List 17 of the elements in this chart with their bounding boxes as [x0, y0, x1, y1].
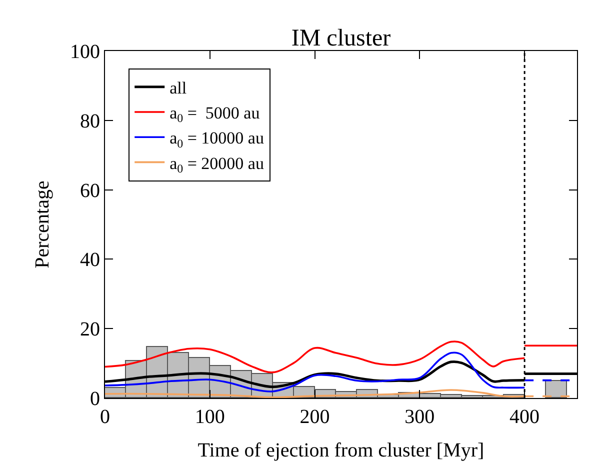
legend-label: all — [170, 78, 187, 98]
y-axis-title: Percentage — [32, 180, 54, 268]
y-tick-label: 20 — [80, 318, 100, 341]
y-tick-label: 80 — [80, 110, 100, 132]
chart-title: IM cluster — [291, 26, 391, 52]
x-tick-label: 400 — [510, 406, 540, 428]
y-tick-label: 100 — [70, 41, 100, 63]
y-tick-label: 40 — [80, 249, 100, 272]
y-tick-label: 0 — [90, 388, 100, 410]
y-tick-label: 60 — [80, 180, 100, 202]
x-axis-title: Time of ejection from cluster [Myr] — [198, 440, 484, 462]
legend-label: a$_{0}$ = 5000 au — [170, 104, 260, 126]
legend-label: a$_{0}$ = 20000 au — [170, 154, 264, 176]
legend-label: a$_{0}$ = 10000 au — [170, 128, 264, 150]
x-tick-label: 200 — [300, 406, 330, 428]
x-tick-label: 300 — [404, 406, 435, 428]
x-tick-label: 100 — [194, 406, 225, 428]
